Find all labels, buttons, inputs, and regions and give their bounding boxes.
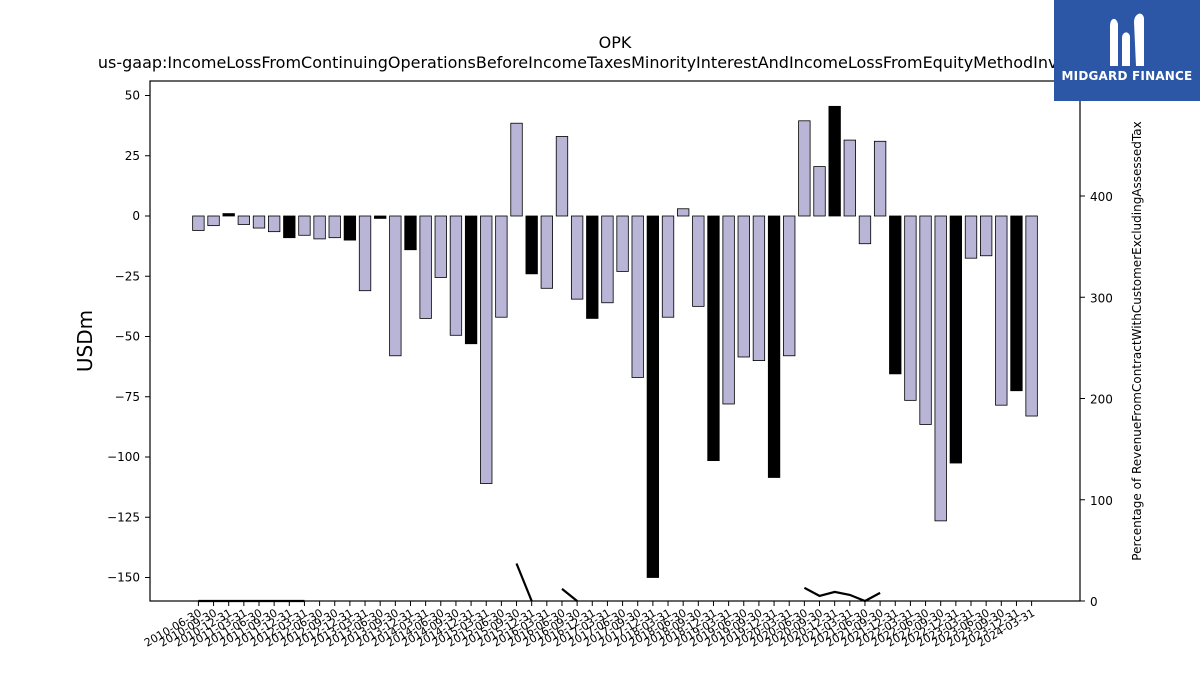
bar — [328, 215, 341, 239]
bar — [374, 215, 387, 219]
chart-subtitle: us-gaap:IncomeLossFromContinuingOperatio… — [98, 53, 1132, 72]
y2-tick-label: 200 — [1090, 393, 1113, 407]
y2-tick-label: 400 — [1090, 190, 1113, 204]
bar — [419, 215, 432, 319]
bar — [889, 215, 902, 375]
bar — [434, 215, 447, 278]
bar — [843, 139, 856, 217]
bar — [934, 215, 947, 522]
bar — [707, 215, 720, 462]
bar — [722, 215, 735, 405]
bar — [207, 215, 220, 227]
plot-area: 50250−25−50−75−100−125−15001002003004002… — [107, 89, 1113, 650]
bar — [661, 215, 675, 318]
bar — [798, 120, 811, 217]
bar — [1010, 215, 1023, 392]
bar — [389, 215, 402, 357]
bar — [737, 215, 750, 358]
logo-mark-icon — [1110, 13, 1144, 66]
bar — [919, 215, 932, 425]
plot-frame — [149, 80, 1081, 602]
y-tick-label: 0 — [132, 209, 140, 223]
bar — [252, 215, 266, 229]
y2-tick-label: 100 — [1090, 494, 1113, 508]
bar — [358, 215, 372, 292]
bar — [828, 105, 841, 217]
y-tick-label: −50 — [115, 330, 140, 344]
chart-title: OPK — [599, 33, 632, 52]
bar — [677, 208, 690, 217]
bar — [222, 213, 235, 217]
y-tick-label: 25 — [125, 149, 140, 163]
y-tick-label: −25 — [115, 269, 140, 283]
y-tick-label: −150 — [107, 571, 140, 585]
y-tick-label: 50 — [125, 89, 140, 103]
series-line — [803, 586, 881, 603]
bar — [313, 215, 326, 240]
bar — [555, 136, 569, 217]
bar — [858, 215, 872, 245]
bar — [570, 215, 584, 300]
bar — [949, 215, 963, 464]
bar — [646, 215, 660, 578]
bar — [525, 215, 538, 275]
y2-tick-label: 300 — [1090, 291, 1113, 305]
bar — [1025, 215, 1038, 417]
series-line — [561, 588, 578, 602]
series-line — [515, 563, 533, 602]
bar — [540, 215, 553, 289]
logo-text: MIDGARD FINANCE — [1061, 69, 1193, 83]
bar — [904, 215, 917, 401]
bar — [237, 215, 250, 225]
bar — [495, 215, 508, 318]
y-tick-label: −75 — [115, 390, 140, 404]
bar — [283, 215, 296, 239]
bar — [601, 215, 614, 304]
y-tick-label: −100 — [107, 450, 140, 464]
bar — [995, 215, 1008, 406]
bar — [449, 215, 463, 336]
bar — [267, 215, 281, 233]
bar — [752, 215, 766, 362]
bar — [631, 215, 644, 378]
bar — [813, 166, 826, 217]
bar — [616, 215, 629, 272]
bar — [343, 215, 357, 241]
bar — [192, 215, 205, 231]
brand-logo: MIDGARD FINANCE — [1054, 0, 1200, 101]
bar — [404, 215, 417, 251]
bar — [298, 215, 311, 236]
bar — [692, 215, 705, 307]
bar — [510, 122, 523, 217]
y2-tick-label: 0 — [1090, 595, 1098, 609]
bar — [964, 215, 978, 259]
bar — [980, 215, 993, 257]
y-axis-label: USDm — [73, 310, 97, 372]
y2-axis-label: Percentage of RevenueFromContractWithCus… — [1130, 121, 1144, 560]
bar — [873, 140, 887, 217]
bar — [464, 215, 478, 345]
bar — [767, 215, 781, 478]
y-tick-label: −125 — [107, 510, 140, 524]
bar — [783, 215, 796, 357]
bar — [480, 215, 493, 484]
bar — [586, 215, 599, 319]
